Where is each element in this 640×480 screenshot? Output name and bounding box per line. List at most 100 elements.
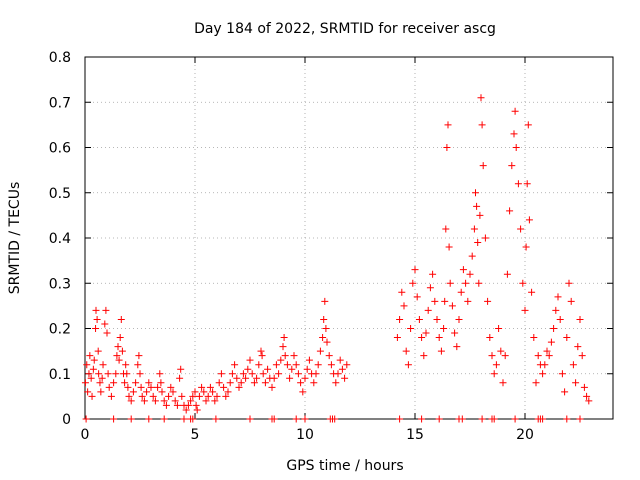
data-point bbox=[169, 388, 177, 396]
data-point bbox=[143, 388, 151, 396]
data-point bbox=[457, 288, 465, 296]
chart-title: Day 184 of 2022, SRMTID for receiver asc… bbox=[194, 21, 496, 37]
y-tick-label: 0.7 bbox=[49, 95, 71, 111]
data-point bbox=[470, 225, 478, 233]
x-tick-label: 20 bbox=[516, 427, 534, 443]
y-tick-label: 0.5 bbox=[49, 186, 71, 202]
data-point bbox=[583, 392, 591, 400]
data-point bbox=[204, 392, 212, 400]
data-point bbox=[519, 279, 527, 287]
data-point bbox=[444, 121, 452, 129]
data-point bbox=[524, 121, 532, 129]
data-point bbox=[511, 107, 519, 115]
data-point bbox=[118, 347, 126, 355]
data-point bbox=[189, 392, 197, 400]
data-point bbox=[270, 374, 278, 382]
data-point bbox=[459, 266, 467, 274]
baseline-point bbox=[458, 415, 466, 423]
data-point bbox=[455, 315, 463, 323]
data-point bbox=[162, 401, 170, 409]
data-point bbox=[115, 356, 123, 364]
data-point bbox=[550, 325, 558, 332]
data-point bbox=[476, 211, 484, 219]
data-point bbox=[314, 361, 322, 369]
data-point bbox=[198, 383, 206, 391]
data-point bbox=[437, 347, 445, 355]
data-point bbox=[545, 352, 553, 360]
data-point bbox=[508, 162, 516, 170]
data-point bbox=[441, 297, 449, 305]
data-point bbox=[92, 306, 100, 314]
data-point bbox=[411, 266, 419, 274]
data-point bbox=[466, 270, 474, 278]
baseline-point bbox=[160, 415, 168, 423]
data-point bbox=[338, 365, 346, 373]
data-point bbox=[451, 329, 459, 337]
data-point bbox=[157, 379, 165, 387]
data-point bbox=[184, 401, 192, 409]
data-point bbox=[154, 383, 162, 391]
data-point bbox=[135, 352, 143, 360]
data-point bbox=[102, 306, 110, 314]
data-point bbox=[503, 270, 511, 278]
data-point bbox=[473, 202, 481, 210]
data-point bbox=[94, 347, 102, 355]
x-tick-label: 5 bbox=[191, 427, 200, 443]
data-point bbox=[149, 392, 157, 400]
data-point bbox=[160, 397, 168, 405]
data-point bbox=[312, 370, 320, 378]
y-tick-label: 0.1 bbox=[49, 367, 71, 383]
data-point bbox=[268, 383, 276, 391]
data-point bbox=[112, 370, 120, 378]
data-point bbox=[490, 370, 498, 378]
baseline-point bbox=[292, 415, 300, 423]
data-point bbox=[543, 347, 551, 355]
data-point bbox=[237, 379, 245, 387]
data-point bbox=[565, 279, 573, 287]
data-point bbox=[488, 352, 496, 360]
data-point bbox=[165, 392, 173, 400]
data-point bbox=[101, 320, 109, 328]
data-point bbox=[479, 162, 487, 170]
data-point bbox=[541, 361, 549, 369]
data-point bbox=[121, 379, 129, 387]
data-point bbox=[244, 365, 252, 373]
data-point bbox=[343, 361, 351, 369]
data-point bbox=[429, 270, 437, 278]
data-point bbox=[472, 189, 479, 197]
data-point bbox=[433, 315, 441, 323]
data-point bbox=[158, 388, 166, 396]
data-point bbox=[233, 374, 241, 382]
data-point bbox=[528, 288, 536, 296]
baseline-point bbox=[145, 415, 153, 423]
data-point bbox=[523, 180, 531, 188]
data-point bbox=[140, 397, 148, 405]
baseline-point bbox=[576, 415, 584, 423]
data-point bbox=[107, 392, 115, 400]
data-point bbox=[195, 392, 203, 400]
data-point bbox=[235, 383, 243, 391]
data-point bbox=[257, 347, 265, 355]
data-point bbox=[530, 334, 538, 342]
data-point bbox=[443, 144, 451, 151]
baseline-point bbox=[110, 415, 118, 423]
data-point bbox=[478, 121, 486, 129]
data-point bbox=[576, 315, 584, 323]
data-point bbox=[319, 334, 327, 342]
baseline-point bbox=[396, 415, 404, 423]
data-point bbox=[147, 383, 155, 391]
data-point bbox=[305, 356, 313, 364]
baseline-point bbox=[331, 415, 339, 423]
baseline-point bbox=[189, 415, 197, 423]
data-point bbox=[253, 374, 261, 382]
data-point bbox=[215, 379, 223, 387]
data-point bbox=[213, 392, 221, 400]
data-point bbox=[182, 406, 190, 414]
data-point bbox=[145, 379, 153, 387]
data-point bbox=[255, 361, 263, 369]
data-point bbox=[522, 243, 530, 251]
data-point bbox=[283, 361, 291, 369]
baseline-point bbox=[563, 415, 571, 423]
data-point bbox=[242, 374, 250, 382]
data-point bbox=[561, 388, 569, 396]
